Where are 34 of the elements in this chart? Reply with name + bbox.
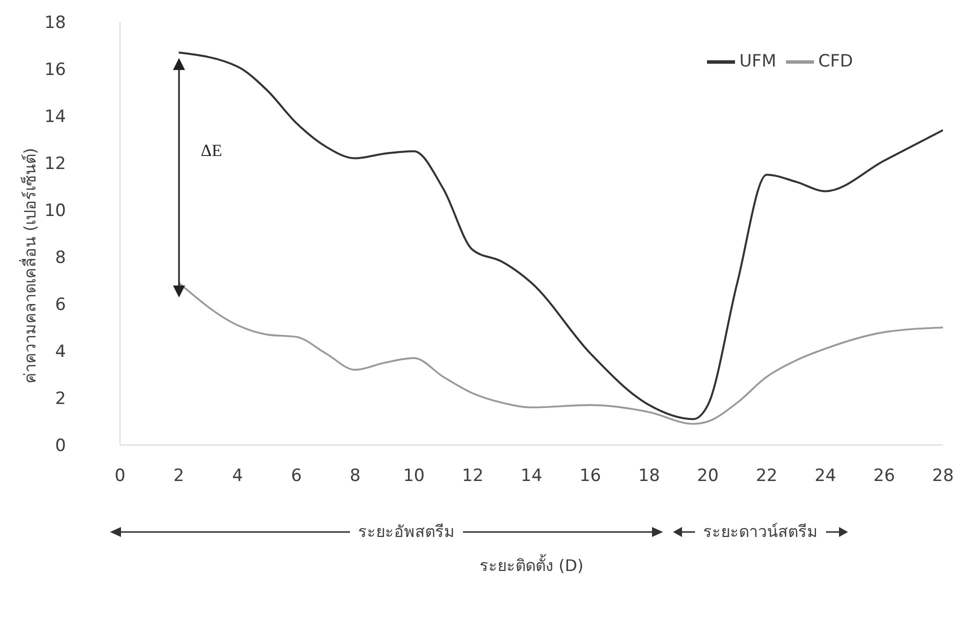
x-tick-label: 16 [579,466,602,486]
y-tick-label: 0 [55,436,66,456]
y-tick-label: 8 [55,248,66,268]
x-tick-label: 10 [403,466,425,486]
line-series [178,52,943,420]
x-tick-label: 0 [114,466,126,486]
y-tick-label: 6 [55,295,66,316]
y-tick-label: 18 [44,13,66,34]
x-tick-label: 28 [932,466,954,486]
y-tick-label: 16 [44,60,66,80]
y-tick-label: 12 [44,154,66,174]
x-tick-label: 26 [873,466,896,486]
x-tick-label: 4 [232,466,243,486]
legend-label: UFM [739,52,776,72]
y-tick-label: 2 [55,389,66,410]
x-axis-title: ระยะติดตั้ง (D) [478,553,584,577]
x-tick-label: 22 [756,466,778,486]
y-axis-title: ค่าความคลาดเคลื่อน (เปอร์เซ็นต์) [18,148,40,384]
line-series [178,282,943,425]
text: ระยะอัพสตรีม [358,521,455,543]
y-tick-label: 10 [44,201,66,222]
x-tick-label: 12 [462,466,484,486]
x-tick-label: 2 [173,466,184,486]
x-tick-label: 20 [697,466,719,486]
y-tick-label: 14 [44,107,66,128]
x-tick-label: 18 [638,466,660,486]
text: ระยะดาวน์สตรีม [703,521,818,543]
x-tick-label: 14 [520,466,542,486]
y-tick-label: 4 [55,342,66,362]
x-tick-label: 6 [290,466,302,486]
x-tick-label: 24 [814,466,836,486]
annotation: ΔE [200,140,222,161]
legend-label: CFD [818,52,853,72]
x-tick-label: 8 [350,466,361,486]
